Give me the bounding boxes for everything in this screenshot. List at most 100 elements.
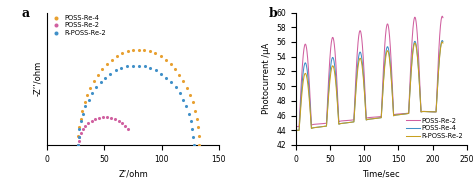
R-POSS-Re-2 <box>97 81 104 84</box>
Line: R-POSS-Re-2: R-POSS-Re-2 <box>296 42 443 130</box>
R-POSS-Re-2 <box>118 67 125 69</box>
POSS-Re-4 <box>81 101 88 104</box>
Legend: POSS-Re-2, POSS-Re-4, R-POSS-Re-2: POSS-Re-2, POSS-Re-4, R-POSS-Re-2 <box>407 118 464 139</box>
Y-axis label: Photocurrent /μA: Photocurrent /μA <box>262 43 271 114</box>
R-POSS-Re-2 <box>82 105 89 108</box>
Text: b: b <box>268 7 277 20</box>
POSS-Re-2 <box>111 117 119 120</box>
Text: a: a <box>22 7 30 20</box>
POSS-Re-2 <box>79 128 87 131</box>
R-POSS-Re-2 <box>88 92 96 95</box>
Legend: POSS-Re-4, POSS-Re-2, R-POSS-Re-2: POSS-Re-4, POSS-Re-2, R-POSS-Re-2 <box>49 14 106 36</box>
POSS-Re-2 <box>84 122 92 125</box>
POSS-Re-4 <box>118 52 126 55</box>
R-POSS-Re-2 <box>152 69 160 72</box>
R-POSS-Re-2 <box>185 112 192 115</box>
POSS-Re-4 <box>87 86 94 89</box>
POSS-Re-2 <box>91 118 99 121</box>
POSS-Re-2 <box>88 120 95 122</box>
POSS-Re-4 <box>135 48 143 51</box>
X-axis label: Time/sec: Time/sec <box>363 169 400 178</box>
R-POSS-Re-2 <box>187 120 195 123</box>
R-POSS-Re-2 <box>157 72 165 75</box>
POSS-Re-4 <box>194 126 202 129</box>
R-POSS-Re-2 <box>190 144 197 146</box>
POSS-Re-4 <box>129 49 137 51</box>
POSS-Re-2 <box>107 116 115 119</box>
R-POSS-Re-2 <box>172 86 179 89</box>
POSS-Re-2 <box>440 17 446 19</box>
R-POSS-Re-2 <box>92 86 100 89</box>
POSS-Re-4 <box>162 58 170 61</box>
POSS-Re-4 <box>75 135 82 138</box>
POSS-Re-4 <box>361 74 366 76</box>
POSS-Re-4 <box>440 40 446 43</box>
R-POSS-Re-2 <box>167 81 175 84</box>
POSS-Re-2 <box>439 15 445 17</box>
R-POSS-Re-2 <box>365 118 370 121</box>
R-POSS-Re-2 <box>182 105 190 108</box>
POSS-Re-4 <box>183 86 191 89</box>
R-POSS-Re-2 <box>439 41 445 43</box>
R-POSS-Re-2 <box>141 65 148 68</box>
R-POSS-Re-2 <box>146 67 154 69</box>
R-POSS-Re-2 <box>123 65 131 68</box>
POSS-Re-4 <box>409 64 414 66</box>
R-POSS-Re-2 <box>409 65 414 67</box>
POSS-Re-2 <box>74 144 82 146</box>
POSS-Re-2 <box>365 117 370 119</box>
POSS-Re-4 <box>83 93 91 96</box>
R-POSS-Re-2 <box>163 76 170 79</box>
POSS-Re-4 <box>436 68 441 71</box>
POSS-Re-4 <box>365 118 370 121</box>
POSS-Re-2 <box>99 116 107 119</box>
POSS-Re-4 <box>113 55 121 57</box>
POSS-Re-4 <box>193 117 201 120</box>
R-POSS-Re-2 <box>112 69 119 72</box>
POSS-Re-2 <box>301 55 306 57</box>
R-POSS-Re-2 <box>436 68 441 70</box>
POSS-Re-2 <box>118 121 126 124</box>
POSS-Re-4 <box>176 73 183 76</box>
POSS-Re-4 <box>75 126 83 129</box>
POSS-Re-2 <box>75 139 82 142</box>
POSS-Re-4 <box>94 73 102 76</box>
R-POSS-Re-2 <box>101 76 109 79</box>
POSS-Re-2 <box>76 136 83 138</box>
R-POSS-Re-2 <box>135 64 143 67</box>
R-POSS-Re-2 <box>440 42 446 44</box>
POSS-Re-4 <box>124 50 131 53</box>
POSS-Re-2 <box>77 132 85 134</box>
R-POSS-Re-2 <box>176 92 183 95</box>
POSS-Re-2 <box>293 125 299 128</box>
POSS-Re-4 <box>301 71 306 73</box>
POSS-Re-4 <box>172 67 179 70</box>
R-POSS-Re-2 <box>74 144 82 146</box>
R-POSS-Re-2 <box>77 120 85 123</box>
POSS-Re-2 <box>409 47 414 49</box>
POSS-Re-4 <box>79 109 86 112</box>
POSS-Re-2 <box>436 52 441 55</box>
POSS-Re-4 <box>436 67 441 69</box>
POSS-Re-2 <box>361 59 366 61</box>
POSS-Re-4 <box>140 49 148 51</box>
Y-axis label: -Z’’/ohm: -Z’’/ohm <box>33 61 42 96</box>
R-POSS-Re-2 <box>107 72 114 75</box>
POSS-Re-4 <box>439 39 445 42</box>
POSS-Re-4 <box>99 67 106 70</box>
POSS-Re-4 <box>90 79 98 82</box>
POSS-Re-4 <box>108 58 116 61</box>
POSS-Re-4 <box>189 101 197 104</box>
R-POSS-Re-2 <box>76 128 83 130</box>
R-POSS-Re-2 <box>79 112 87 115</box>
POSS-Re-2 <box>95 117 103 119</box>
POSS-Re-4 <box>180 79 187 82</box>
POSS-Re-4 <box>195 144 203 146</box>
R-POSS-Re-2 <box>361 78 366 80</box>
R-POSS-Re-2 <box>85 98 92 101</box>
POSS-Re-4 <box>146 50 154 53</box>
Line: POSS-Re-4: POSS-Re-4 <box>296 40 443 130</box>
R-POSS-Re-2 <box>293 129 299 131</box>
R-POSS-Re-2 <box>189 128 196 130</box>
POSS-Re-4 <box>152 52 159 55</box>
